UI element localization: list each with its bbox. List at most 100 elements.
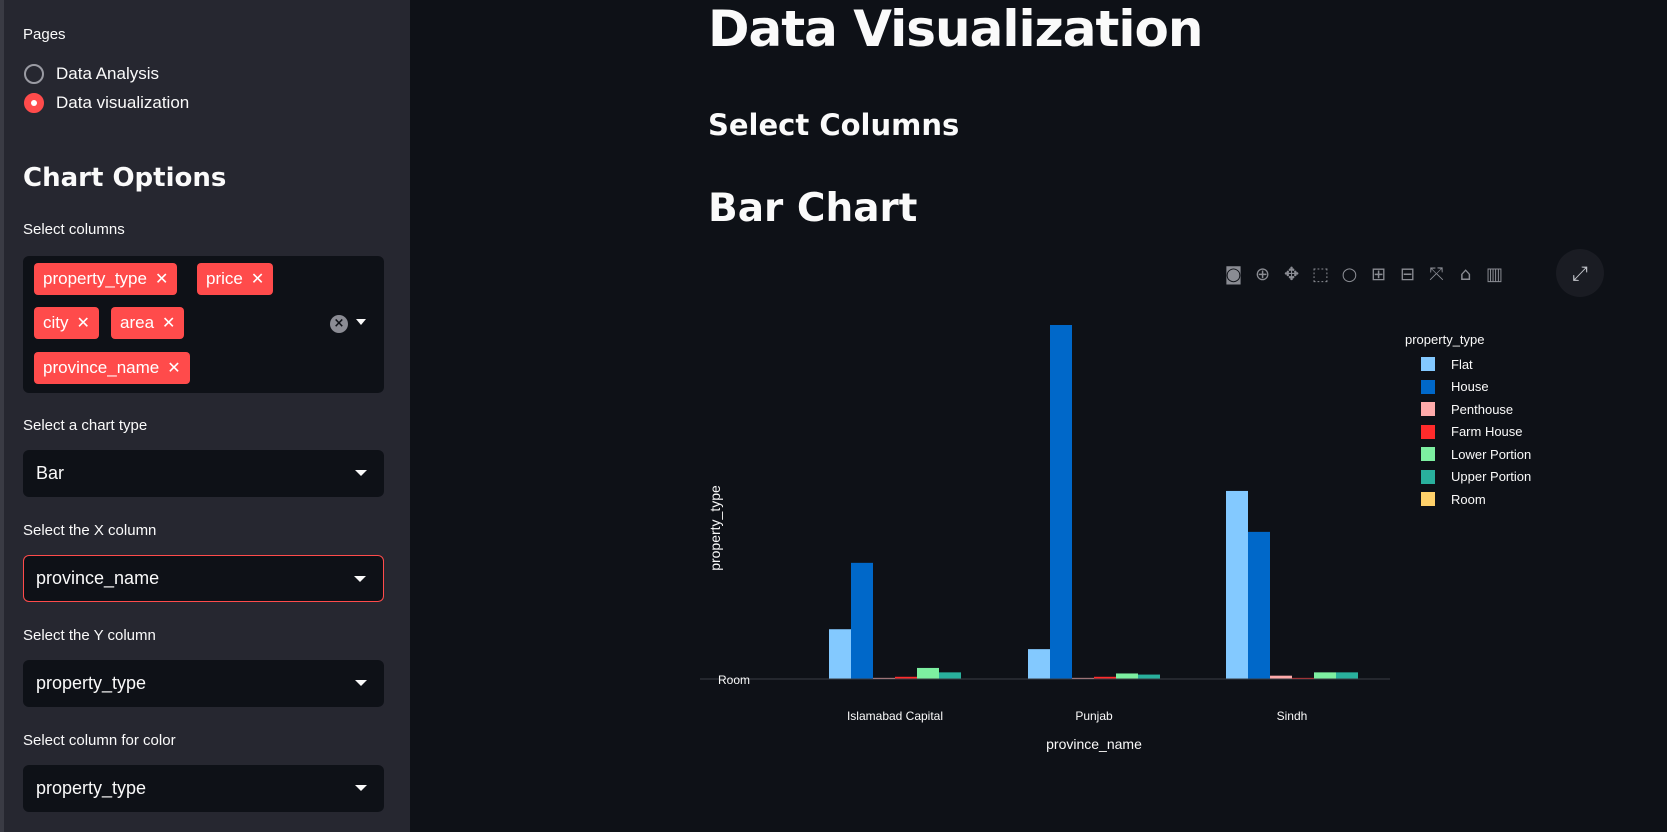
- fullscreen-icon[interactable]: ⤢: [1556, 249, 1604, 297]
- chart-type-select[interactable]: Bar: [23, 450, 384, 497]
- chart-type-value: Bar: [36, 463, 65, 483]
- column-tag[interactable]: property_type ✕: [34, 263, 178, 295]
- legend-swatch: [1421, 357, 1435, 372]
- clear-all-icon[interactable]: ×: [330, 315, 348, 333]
- legend-swatch: [1421, 424, 1435, 439]
- sidebar: Pages Data Analysis Data visualization C…: [0, 0, 410, 832]
- legend-item[interactable]: Farm House: [1405, 421, 1531, 444]
- column-tag[interactable]: area ✕: [111, 307, 185, 339]
- x-axis-label: province_name: [1046, 736, 1142, 752]
- chart-toolbar: ◙ ⊕ ✥ ⬚ ○ ⊞ ⊟ ⤧ ⌂ ▥: [1222, 263, 1506, 286]
- remove-tag-icon[interactable]: ✕: [167, 360, 181, 377]
- tag-label: price: [206, 269, 243, 288]
- reset-axes-icon[interactable]: ⌂: [1459, 264, 1472, 285]
- legend-label: Farm House: [1451, 424, 1523, 440]
- radio-data-analysis[interactable]: Data Analysis: [24, 64, 159, 84]
- radio-selected-icon: [24, 93, 44, 113]
- zoom-icon[interactable]: ⊕: [1254, 264, 1271, 285]
- remove-tag-icon[interactable]: ✕: [154, 271, 169, 288]
- pages-label: Pages: [23, 26, 66, 43]
- bar-penthouse[interactable]: [1270, 675, 1292, 679]
- legend-label: Penthouse: [1451, 401, 1514, 417]
- legend-swatch: [1421, 492, 1435, 507]
- zoom-in-icon[interactable]: ⊞: [1370, 264, 1387, 285]
- bar-farm-house[interactable]: [1292, 677, 1314, 679]
- remove-tag-icon[interactable]: ✕: [250, 271, 265, 288]
- chevron-down-icon: [355, 785, 367, 791]
- y-column-label: Select the Y column: [23, 627, 156, 644]
- plotly-logo-icon[interactable]: ▥: [1485, 264, 1503, 285]
- pan-icon[interactable]: ✥: [1283, 264, 1300, 285]
- plot-area: [829, 325, 1380, 679]
- x-tick-label: Punjab: [1075, 709, 1113, 723]
- chevron-down-icon: [355, 470, 367, 476]
- bar-upper-portion[interactable]: [1138, 674, 1160, 679]
- legend-item[interactable]: House: [1405, 376, 1531, 399]
- bar-farm-house[interactable]: [895, 676, 917, 679]
- tag-label: city: [43, 313, 69, 332]
- bar-house[interactable]: [851, 562, 873, 679]
- color-column-label: Select column for color: [23, 732, 176, 749]
- column-tag[interactable]: price ✕: [197, 263, 274, 295]
- bar-flat[interactable]: [1226, 490, 1248, 679]
- bar-lower-portion[interactable]: [917, 667, 939, 679]
- radio-circle-icon: [24, 64, 44, 84]
- remove-tag-icon[interactable]: ✕: [162, 315, 176, 332]
- tag-label: property_type: [43, 269, 147, 288]
- bar-upper-portion[interactable]: [939, 672, 961, 679]
- legend-swatch: [1421, 447, 1435, 462]
- lasso-icon[interactable]: ○: [1341, 264, 1358, 285]
- bar-farm-house[interactable]: [1094, 676, 1116, 679]
- chevron-down-icon: [354, 576, 366, 582]
- radio-label: Data visualization: [56, 93, 190, 112]
- zoom-out-icon[interactable]: ⊟: [1399, 264, 1416, 285]
- radio-label: Data Analysis: [56, 64, 159, 83]
- x-column-label: Select the X column: [23, 522, 157, 539]
- legend-item[interactable]: Upper Portion: [1405, 466, 1531, 489]
- select-columns-heading: Select Columns: [708, 108, 960, 142]
- legend-item[interactable]: Flat: [1405, 353, 1531, 376]
- legend-swatch: [1421, 379, 1435, 394]
- legend-title: property_type: [1405, 332, 1485, 347]
- remove-tag-icon[interactable]: ✕: [76, 315, 90, 332]
- legend-item[interactable]: Room: [1405, 488, 1531, 511]
- legend-label: Lower Portion: [1451, 446, 1532, 462]
- legend-label: Upper Portion: [1451, 469, 1532, 485]
- legend-item[interactable]: Lower Portion: [1405, 443, 1531, 466]
- bar-penthouse[interactable]: [873, 677, 895, 679]
- bar-lower-portion[interactable]: [1314, 672, 1336, 679]
- bar-penthouse[interactable]: [1072, 677, 1094, 679]
- autoscale-icon[interactable]: ⤧: [1429, 264, 1444, 285]
- bar-chart-heading: Bar Chart: [708, 186, 918, 231]
- columns-multiselect[interactable]: property_type ✕ price ✕ city ✕ area ✕ provin…: [23, 256, 384, 393]
- bar-lower-portion[interactable]: [1116, 673, 1138, 679]
- box-select-icon[interactable]: ⬚: [1311, 264, 1329, 285]
- camera-icon[interactable]: ◙: [1224, 264, 1243, 285]
- bar-chart: Room Islamabad Capital Punjab Sindh prov…: [700, 325, 1390, 752]
- legend-label: Flat: [1451, 356, 1473, 372]
- column-tag[interactable]: province_name ✕: [34, 352, 190, 384]
- bar-flat[interactable]: [829, 629, 851, 679]
- chevron-down-icon: [355, 680, 367, 686]
- legend-swatch: [1421, 402, 1435, 417]
- bar-house[interactable]: [1248, 531, 1270, 679]
- x-column-select[interactable]: province_name: [23, 555, 384, 602]
- bar-upper-portion[interactable]: [1336, 672, 1358, 679]
- y-tick-label: Room: [718, 673, 750, 687]
- bar-house[interactable]: [1050, 325, 1072, 679]
- bar-flat[interactable]: [1028, 649, 1050, 679]
- color-column-value: property_type: [36, 778, 147, 798]
- column-tag[interactable]: city ✕: [34, 307, 99, 339]
- legend-swatch: [1421, 469, 1435, 484]
- chevron-down-icon[interactable]: [356, 319, 366, 325]
- select-columns-label: Select columns: [23, 221, 125, 238]
- chart-legend: property_type Flat House Penthouse Farm Hou…: [1405, 332, 1531, 511]
- x-tick-label: Sindh: [1277, 709, 1308, 723]
- legend-item[interactable]: Penthouse: [1405, 398, 1531, 421]
- y-column-select[interactable]: property_type: [23, 660, 384, 707]
- radio-data-visualization[interactable]: Data visualization: [24, 93, 189, 113]
- color-column-select[interactable]: property_type: [23, 765, 384, 812]
- legend-label: House: [1451, 379, 1489, 395]
- x-column-value: province_name: [36, 568, 160, 588]
- chart-options-heading: Chart Options: [23, 163, 227, 193]
